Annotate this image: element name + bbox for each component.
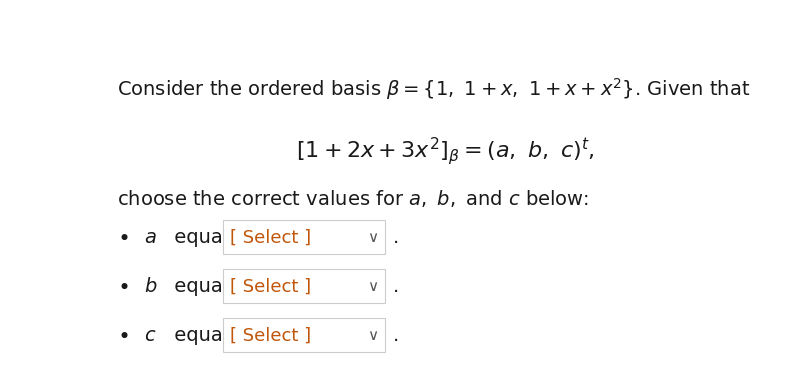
Text: ∨: ∨ (367, 328, 378, 343)
Text: $a$: $a$ (144, 228, 156, 247)
Text: .: . (392, 277, 399, 296)
Text: $b$: $b$ (144, 277, 157, 296)
Text: $c$: $c$ (144, 326, 156, 345)
Text: $[1 + 2x + 3x^2]_\beta = (a,\ b,\ c)^t,$: $[1 + 2x + 3x^2]_\beta = (a,\ b,\ c)^t,$ (296, 135, 595, 167)
Text: Consider the ordered basis $\beta = \{1,\ 1+x,\ 1+x+x^2\}$. Given that: Consider the ordered basis $\beta = \{1,… (116, 76, 750, 102)
Text: [ Select ]: [ Select ] (230, 326, 311, 344)
Text: .: . (392, 326, 399, 345)
Text: [ Select ]: [ Select ] (230, 277, 311, 295)
Text: $\bullet$: $\bullet$ (116, 325, 128, 345)
Text: equals: equals (168, 228, 239, 247)
Text: $\bullet$: $\bullet$ (116, 228, 128, 248)
FancyBboxPatch shape (223, 269, 384, 303)
Text: [ Select ]: [ Select ] (230, 228, 311, 246)
Text: choose the correct values for $a,\ b,$ and $c$ below:: choose the correct values for $a,\ b,$ a… (116, 189, 589, 209)
Text: ∨: ∨ (367, 279, 378, 294)
FancyBboxPatch shape (223, 220, 384, 254)
FancyBboxPatch shape (223, 318, 384, 352)
Text: .: . (392, 228, 399, 247)
Text: ∨: ∨ (367, 230, 378, 245)
Text: $\bullet$: $\bullet$ (116, 276, 128, 296)
Text: equals: equals (168, 326, 239, 345)
Text: equals: equals (168, 277, 239, 296)
